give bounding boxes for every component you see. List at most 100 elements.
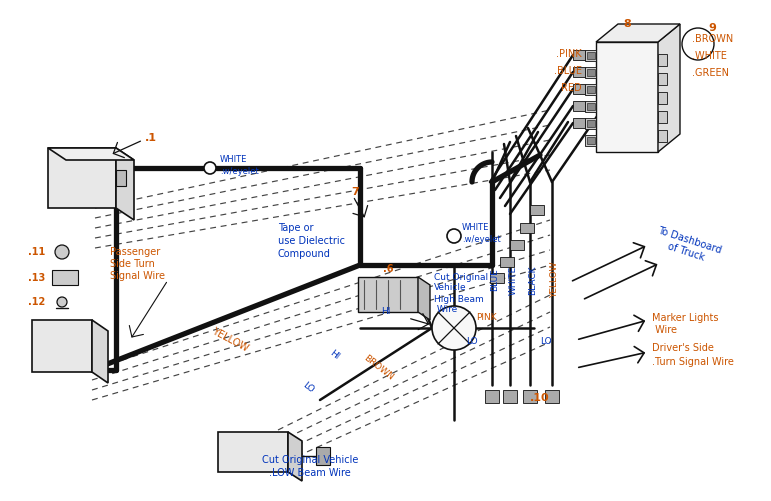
Polygon shape xyxy=(530,205,544,215)
Circle shape xyxy=(447,229,461,243)
Polygon shape xyxy=(316,447,330,465)
Polygon shape xyxy=(587,137,595,144)
Polygon shape xyxy=(500,257,514,267)
Text: BLUE: BLUE xyxy=(490,269,500,292)
Polygon shape xyxy=(658,111,667,123)
Polygon shape xyxy=(573,101,585,111)
Polygon shape xyxy=(585,50,596,61)
Polygon shape xyxy=(658,130,667,142)
Circle shape xyxy=(204,162,216,174)
Polygon shape xyxy=(48,148,116,208)
Text: Cut Original: Cut Original xyxy=(434,273,488,282)
Polygon shape xyxy=(585,84,596,95)
Polygon shape xyxy=(573,84,585,94)
Polygon shape xyxy=(523,390,537,403)
Text: of Truck: of Truck xyxy=(666,241,705,263)
Polygon shape xyxy=(418,277,430,320)
Text: 8: 8 xyxy=(623,19,631,29)
Text: High Beam: High Beam xyxy=(434,295,483,304)
Text: .WHITE: .WHITE xyxy=(692,51,727,61)
Polygon shape xyxy=(587,69,595,76)
Text: Driver's Side: Driver's Side xyxy=(652,343,714,353)
Polygon shape xyxy=(658,54,667,66)
Polygon shape xyxy=(573,118,585,128)
Text: .6: .6 xyxy=(382,264,393,274)
Text: WHITE: WHITE xyxy=(509,266,517,295)
Text: .PINK: .PINK xyxy=(557,49,582,59)
Text: Wire: Wire xyxy=(434,306,457,315)
Text: YELLOW: YELLOW xyxy=(210,326,250,354)
Polygon shape xyxy=(596,24,680,42)
Polygon shape xyxy=(52,270,78,285)
Polygon shape xyxy=(545,390,559,403)
Text: RED: RED xyxy=(561,83,582,93)
Polygon shape xyxy=(573,67,585,77)
Text: To Dashboard: To Dashboard xyxy=(656,225,722,256)
Polygon shape xyxy=(585,118,596,129)
Polygon shape xyxy=(490,273,504,283)
Text: .1: .1 xyxy=(145,133,157,143)
Text: HI: HI xyxy=(381,308,390,317)
Polygon shape xyxy=(658,73,667,85)
Polygon shape xyxy=(218,432,288,472)
Circle shape xyxy=(57,297,67,307)
Text: Passenger: Passenger xyxy=(110,247,160,257)
Text: .GREEN: .GREEN xyxy=(692,68,729,78)
Polygon shape xyxy=(358,277,418,312)
Text: Compound: Compound xyxy=(278,249,331,259)
Text: use Dielectric: use Dielectric xyxy=(278,236,345,246)
Polygon shape xyxy=(510,240,524,250)
Text: Marker Lights: Marker Lights xyxy=(652,313,719,323)
Text: .LOW Beam Wire: .LOW Beam Wire xyxy=(269,468,351,478)
Text: 7: 7 xyxy=(351,187,359,197)
Polygon shape xyxy=(596,42,658,152)
Text: .BROWN: .BROWN xyxy=(692,34,733,44)
Text: WHITE: WHITE xyxy=(462,223,490,232)
Circle shape xyxy=(55,245,69,259)
Text: Cut Original Vehicle: Cut Original Vehicle xyxy=(262,455,359,465)
Polygon shape xyxy=(32,320,92,372)
Text: LO: LO xyxy=(540,338,551,347)
Text: LO: LO xyxy=(466,338,477,347)
Polygon shape xyxy=(585,67,596,78)
Text: WHITE: WHITE xyxy=(220,155,247,164)
Text: Wire: Wire xyxy=(652,325,677,335)
Polygon shape xyxy=(587,103,595,110)
Polygon shape xyxy=(48,148,134,160)
Text: YELLOW: YELLOW xyxy=(550,262,560,298)
Text: .12: .12 xyxy=(28,297,45,307)
Polygon shape xyxy=(587,86,595,93)
Polygon shape xyxy=(503,390,517,403)
Text: LO: LO xyxy=(301,381,315,395)
Polygon shape xyxy=(116,148,134,220)
Text: Vehicle: Vehicle xyxy=(434,284,466,293)
Text: Signal Wire: Signal Wire xyxy=(110,271,165,281)
Text: .w/eyelet: .w/eyelet xyxy=(462,234,500,243)
Text: HI: HI xyxy=(328,349,341,361)
Text: BLACK: BLACK xyxy=(528,265,537,295)
Polygon shape xyxy=(587,120,595,127)
Polygon shape xyxy=(573,50,585,60)
Polygon shape xyxy=(520,223,534,233)
Text: .Turn Signal Wire: .Turn Signal Wire xyxy=(652,357,734,367)
Text: Tape or: Tape or xyxy=(278,223,314,233)
Polygon shape xyxy=(585,135,596,146)
Text: .10: .10 xyxy=(530,393,550,403)
Text: .BLUE: .BLUE xyxy=(554,66,582,76)
Polygon shape xyxy=(587,52,595,59)
Polygon shape xyxy=(288,432,302,481)
Polygon shape xyxy=(116,170,126,186)
Circle shape xyxy=(432,306,476,350)
Text: PINK: PINK xyxy=(476,314,497,323)
Text: BROWN: BROWN xyxy=(362,354,395,382)
Text: Side Turn: Side Turn xyxy=(110,259,155,269)
Polygon shape xyxy=(92,320,108,383)
Text: .w/eyelet: .w/eyelet xyxy=(220,167,259,176)
Text: .13: .13 xyxy=(28,273,45,283)
Polygon shape xyxy=(658,24,680,152)
Polygon shape xyxy=(485,390,499,403)
Text: 9: 9 xyxy=(708,23,716,33)
Text: .11: .11 xyxy=(28,247,45,257)
Polygon shape xyxy=(585,101,596,112)
Polygon shape xyxy=(658,92,667,104)
